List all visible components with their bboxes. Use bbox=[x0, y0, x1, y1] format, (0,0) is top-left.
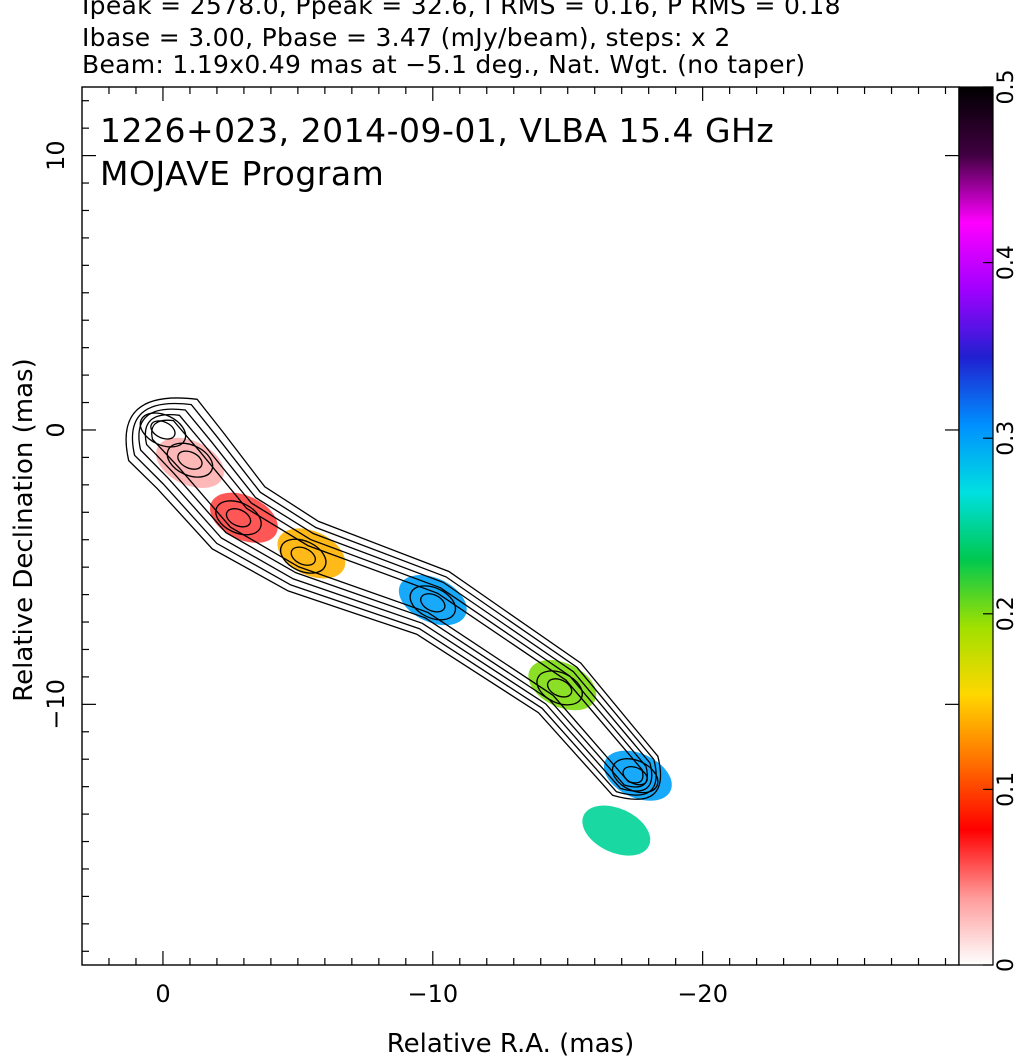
x-tick-label: 0 bbox=[155, 980, 170, 1008]
knot-contour-2-2 bbox=[166, 442, 214, 478]
intensity-contour-5 bbox=[125, 397, 662, 800]
colorbar-tick-label: 0.2 bbox=[994, 596, 1019, 631]
knot-contour-2-1 bbox=[177, 450, 203, 470]
plot-border bbox=[81, 86, 960, 966]
polarization-region-7 bbox=[582, 805, 651, 856]
polarization-region-4 bbox=[398, 575, 467, 626]
plot-frame bbox=[81, 86, 960, 966]
header-line-3: Beam: 1.19x0.49 mas at −5.1 deg., Nat. W… bbox=[82, 50, 806, 79]
knot-contour-6-1 bbox=[546, 678, 573, 698]
polarization-region-2 bbox=[209, 492, 278, 543]
colorbar-gradient bbox=[958, 86, 994, 966]
knot-contour-1-2 bbox=[139, 412, 187, 448]
y-axis-label: Relative Declination (mas) bbox=[9, 358, 39, 702]
knot-contour-5-1 bbox=[420, 593, 446, 613]
intensity-contour-2 bbox=[144, 414, 648, 788]
colorbar-tick-label: 0.4 bbox=[994, 245, 1019, 280]
knot-contour-4-2 bbox=[279, 538, 327, 574]
colorbar: 0 0.1 0.2 0.3 0.4 0.5 bbox=[958, 70, 1019, 972]
x-tick-label: −20 bbox=[677, 980, 728, 1008]
colorbar-tick-label: 0.5 bbox=[994, 70, 1019, 105]
intensity-contour-4 bbox=[131, 402, 657, 796]
intensity-contour-3 bbox=[138, 408, 653, 792]
plot-title: 1226+023, 2014-09-01, VLBA 15.4 GHz bbox=[100, 111, 774, 150]
tick-labels: 0 −10 −20 10 0 −10 bbox=[42, 140, 728, 1008]
knot-contour-3-1 bbox=[225, 508, 252, 528]
knot-contour-4-1 bbox=[290, 546, 317, 566]
y-tick-label: 10 bbox=[42, 140, 70, 171]
knot-contour-6-2 bbox=[536, 670, 583, 706]
axis-ticks bbox=[82, 87, 959, 965]
intensity-contour-1 bbox=[151, 419, 644, 784]
knot-contour-3-2 bbox=[215, 500, 262, 536]
colorbar-tick-label: 0 bbox=[994, 958, 1019, 972]
colorbar-tick-label: 0.1 bbox=[994, 772, 1019, 807]
knot-contour-5-2 bbox=[409, 585, 457, 621]
contour-layer bbox=[125, 397, 662, 800]
header-line-2: Ibase = 3.00, Pbase = 3.47 (mJy/beam), s… bbox=[82, 23, 731, 52]
polarization-region-3 bbox=[277, 528, 346, 579]
plot-subtitle: MOJAVE Program bbox=[100, 154, 384, 193]
knot-contour-7-2 bbox=[611, 758, 659, 794]
y-tick-label: −10 bbox=[42, 679, 70, 730]
polarization-layer bbox=[156, 437, 672, 856]
y-tick-label: 0 bbox=[42, 422, 70, 437]
header-line-1: Ipeak = 2578.0, Ppeak = 32.6, I RMS = 0.… bbox=[82, 0, 841, 20]
knot-contour-7-1 bbox=[622, 765, 648, 786]
x-axis-label: Relative R.A. (mas) bbox=[386, 1029, 635, 1059]
colorbar-tick-label: 0.3 bbox=[994, 421, 1019, 456]
knot-contour-1-1 bbox=[150, 420, 176, 440]
x-tick-label: −10 bbox=[407, 980, 458, 1008]
